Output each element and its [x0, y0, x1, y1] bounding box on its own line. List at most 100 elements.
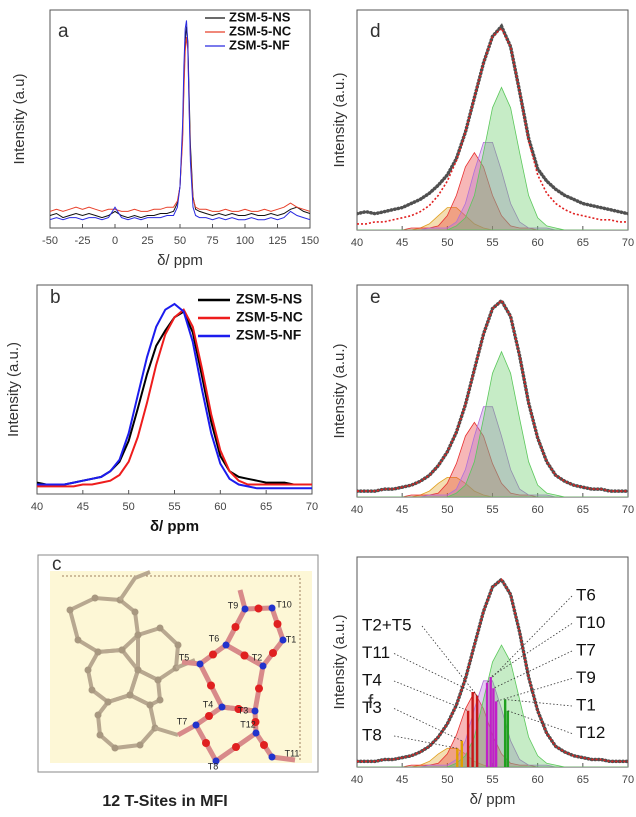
site-label: T3 [362, 698, 382, 717]
legend-label: ZSM-5-NC [236, 309, 303, 325]
framework-atom [94, 711, 102, 719]
framework-atom [84, 666, 92, 674]
framework-atom [126, 691, 134, 699]
tsite-label: T2 [252, 652, 263, 662]
x-tick-label: -50 [42, 235, 58, 247]
site-stick [466, 710, 470, 767]
legend-label: ZSM-5-NS [229, 9, 291, 24]
tsite-atom [196, 660, 204, 668]
framework-atom [146, 701, 154, 709]
leader-line [495, 678, 573, 702]
tsite-label: T10 [276, 599, 292, 609]
site-label: T6 [576, 585, 596, 604]
spectrum-line [50, 20, 310, 221]
tsite-atom [222, 641, 230, 649]
site-label: T11 [362, 643, 390, 662]
panel-label: b [50, 287, 61, 308]
x-tick-label: 150 [301, 235, 319, 247]
oxygen-atom [234, 705, 243, 713]
x-tick-label: 70 [306, 501, 318, 513]
x-tick-label: 55 [486, 504, 498, 516]
structure: T9 T10 T1 T6 T5 T2 T4 T3 T7 T12 T8 T11 [66, 570, 299, 771]
site-stick [460, 740, 463, 767]
x-tick-label: 65 [577, 774, 589, 786]
component-area [357, 142, 628, 230]
x-axis-label: δ/ ppm [150, 518, 199, 535]
panel-label: c [52, 554, 62, 575]
site-label: T9 [576, 668, 596, 687]
tsite-atom [241, 605, 249, 613]
oxygen-atom [255, 684, 263, 693]
plot-frame [36, 284, 313, 495]
oxygen-atom [260, 741, 268, 749]
x-tick-label: 65 [577, 504, 589, 516]
legend-label: ZSM-5-NF [229, 37, 290, 52]
x-tick-label: -25 [75, 235, 91, 247]
x-tick-label: 45 [396, 504, 408, 516]
tsite-atom [268, 604, 276, 612]
panel-label: a [58, 21, 69, 42]
legend-label: ZSM-5-NC [229, 23, 292, 38]
x-tick-label: 50 [441, 774, 453, 786]
site-label: T2+T5 [362, 615, 412, 634]
framework-atom [174, 641, 182, 649]
x-tick-label: 70 [622, 237, 634, 249]
caption: 12 T-Sites in MFI [102, 793, 227, 810]
spectrum-line [50, 36, 310, 212]
site-stick [503, 699, 507, 767]
fit-line [357, 299, 628, 492]
oxygen-atom [254, 604, 263, 613]
y-axis-label: Intensity (a.u.) [331, 72, 348, 167]
tsite-label: T7 [177, 716, 188, 726]
tsite-label: T8 [208, 761, 219, 771]
tsite-atom [218, 703, 226, 711]
site-stick [506, 710, 510, 767]
framework-bond [154, 726, 179, 737]
x-tick-label: 50 [441, 237, 453, 249]
framework-atom [131, 608, 139, 616]
tsite-label: T9 [228, 600, 239, 610]
x-tick-label: 55 [486, 774, 498, 786]
site-stick [475, 695, 479, 767]
oxygen-atom [209, 650, 217, 659]
framework-atom [136, 741, 144, 749]
x-tick-label: 70 [622, 774, 634, 786]
plot-frame [49, 9, 311, 229]
y-axis-label: Intensity (a.u.) [331, 343, 348, 438]
x-tick-label: 45 [396, 237, 408, 249]
tsite-atom [268, 753, 276, 761]
tsite-atom [259, 662, 267, 670]
x-axis-label: δ/ ppm [470, 791, 516, 808]
x-tick-label: 125 [268, 235, 286, 247]
tsite-label: T1 [286, 634, 297, 644]
x-axis-label: δ/ ppm [157, 252, 203, 269]
x-tick-label: 100 [236, 235, 254, 247]
site-label: T1 [576, 695, 596, 714]
x-tick-label: 25 [141, 235, 153, 247]
framework-atom [154, 676, 162, 684]
x-tick-label: 45 [396, 774, 408, 786]
framework-atom [91, 594, 99, 602]
panel-label: f [368, 692, 374, 713]
oxygen-atom [269, 649, 277, 657]
leader-line [490, 623, 573, 678]
site-stick [485, 682, 489, 767]
x-tick-label: 60 [214, 501, 226, 513]
oxygen-atom [202, 739, 210, 747]
oxygen-atom [205, 712, 213, 720]
spectrum-line [37, 302, 312, 490]
framework-atom [156, 696, 164, 704]
tsite-label: T12 [240, 719, 256, 729]
x-tick-label: 70 [622, 504, 634, 516]
panel-label: d [370, 21, 381, 42]
tsite-label: T6 [209, 633, 220, 643]
leader-line [505, 699, 573, 707]
framework-atom [94, 648, 102, 656]
framework-atom [104, 698, 112, 706]
x-tick-label: 40 [31, 501, 43, 513]
site-label: T7 [576, 640, 596, 659]
site-label: T8 [362, 725, 382, 744]
component-area [357, 350, 628, 497]
component-area [357, 406, 628, 497]
oxygen-atom [251, 718, 260, 726]
